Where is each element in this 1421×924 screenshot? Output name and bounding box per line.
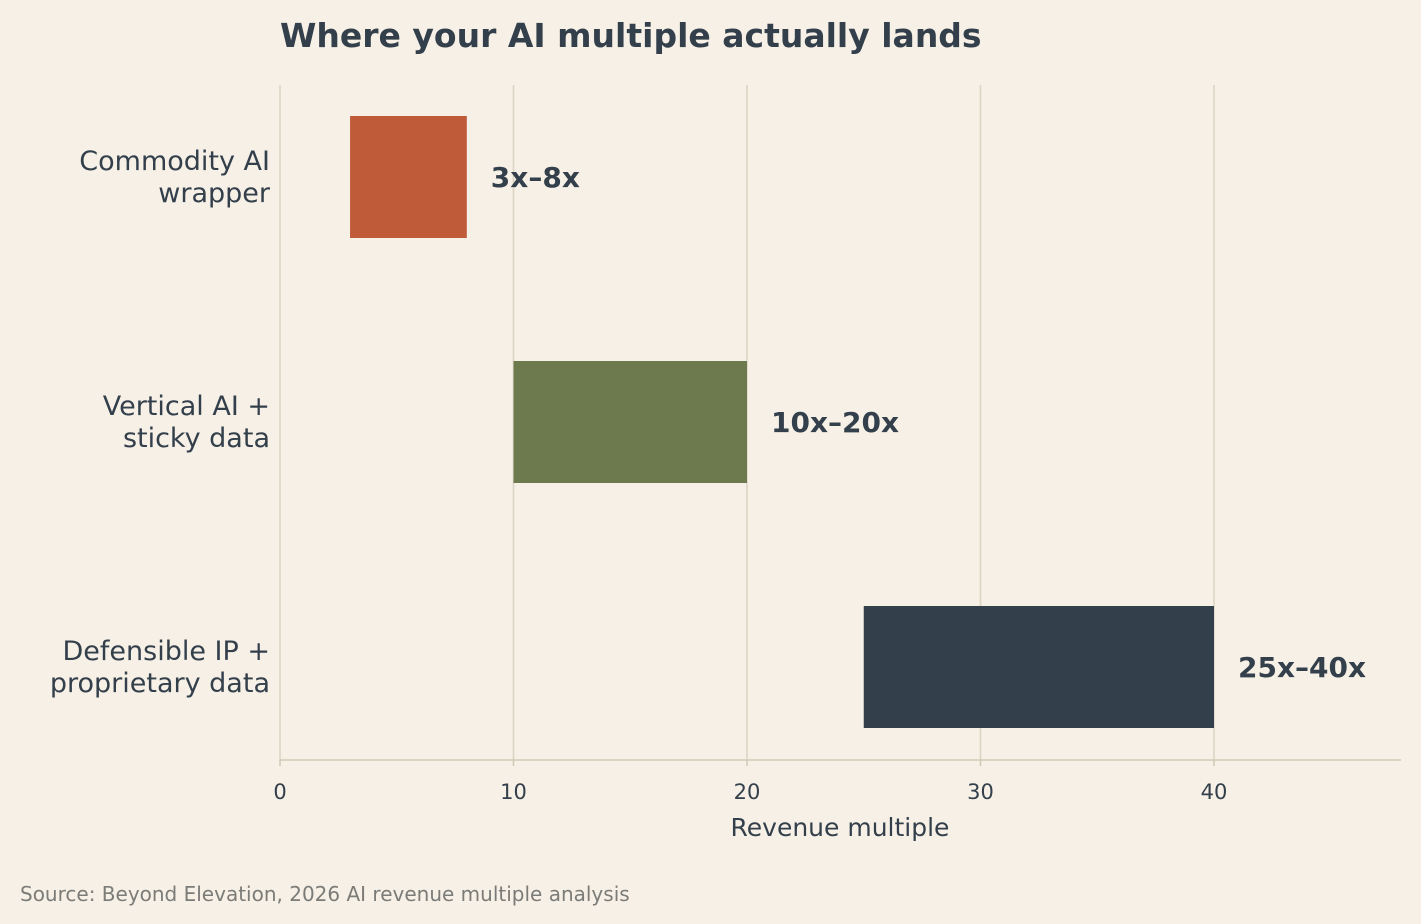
category-label-1-line-1: Commodity AI bbox=[79, 146, 270, 177]
range-bars bbox=[350, 116, 1214, 728]
x-axis-title: Revenue multiple bbox=[731, 813, 950, 842]
category-label-3-line-1: Defensible IP + bbox=[63, 636, 270, 667]
tick-label-20: 20 bbox=[734, 780, 761, 804]
category-label-3-line-2: proprietary data bbox=[50, 668, 270, 699]
chart-title: Where your AI multiple actually lands bbox=[280, 16, 982, 55]
category-label-2-line-2: sticky data bbox=[123, 423, 270, 454]
range-bar-3 bbox=[863, 606, 1214, 728]
range-label-1: 3x–8x bbox=[491, 161, 580, 194]
x-axis-ticks: 0 10 20 30 40 bbox=[273, 760, 1227, 804]
range-label-3: 25x–40x bbox=[1238, 651, 1366, 684]
tick-label-10: 10 bbox=[500, 780, 527, 804]
range-bar-1 bbox=[350, 116, 467, 238]
source-note: Source: Beyond Elevation, 2026 AI revenu… bbox=[20, 882, 630, 906]
range-label-2: 10x–20x bbox=[771, 406, 899, 439]
tick-label-0: 0 bbox=[273, 780, 286, 804]
range-bar-2 bbox=[513, 361, 747, 483]
tick-label-30: 30 bbox=[967, 780, 994, 804]
tick-label-40: 40 bbox=[1201, 780, 1228, 804]
data-labels: 3x–8x 10x–20x 25x–40x bbox=[491, 161, 1366, 684]
category-label-1-line-2: wrapper bbox=[158, 178, 271, 209]
category-label-2-line-1: Vertical AI + bbox=[103, 391, 270, 422]
